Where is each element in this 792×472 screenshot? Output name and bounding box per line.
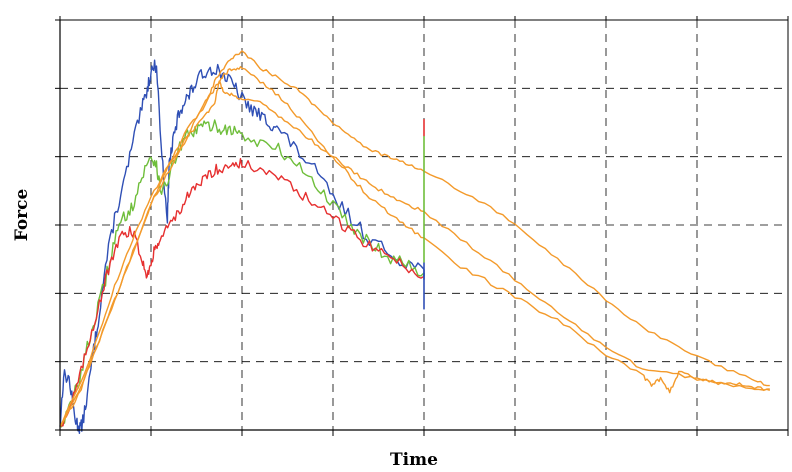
series-line-5 bbox=[59, 50, 770, 427]
ticks bbox=[55, 16, 789, 436]
y-axis-title: Force bbox=[12, 189, 32, 242]
series-line-6 bbox=[59, 65, 770, 427]
series-line-2 bbox=[59, 119, 425, 428]
series-layer bbox=[59, 50, 771, 434]
x-axis-title: Time bbox=[390, 450, 438, 470]
series-line-3 bbox=[59, 157, 425, 428]
series-line-4 bbox=[59, 80, 771, 427]
